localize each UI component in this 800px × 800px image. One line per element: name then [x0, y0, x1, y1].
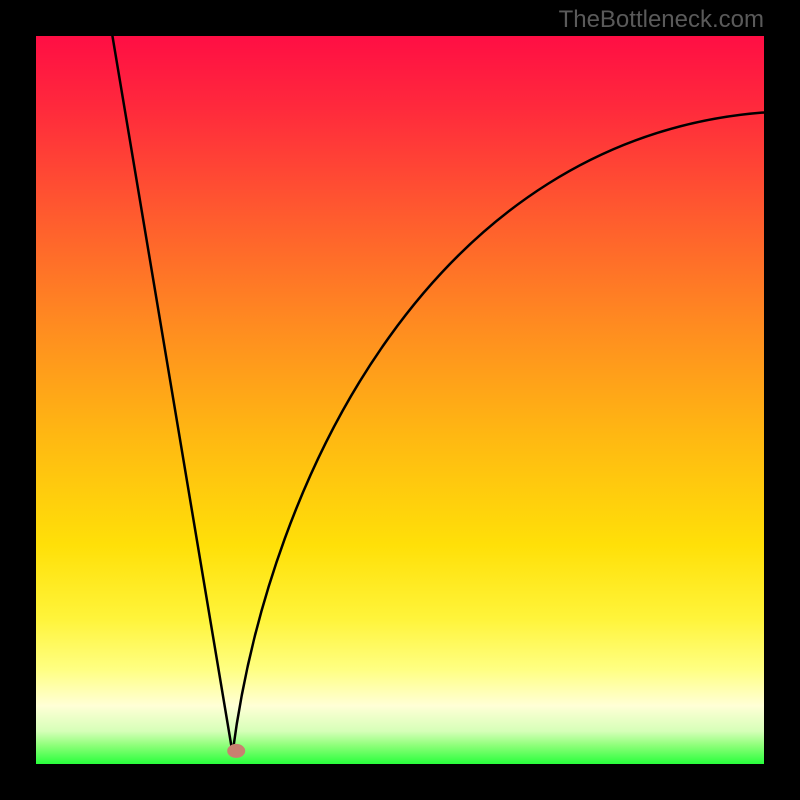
- bottleneck-curve: [36, 36, 764, 764]
- plot-area: [36, 36, 764, 764]
- watermark-link[interactable]: TheBottleneck.com: [559, 6, 764, 34]
- chart-stage: TheBottleneck.com: [0, 0, 800, 800]
